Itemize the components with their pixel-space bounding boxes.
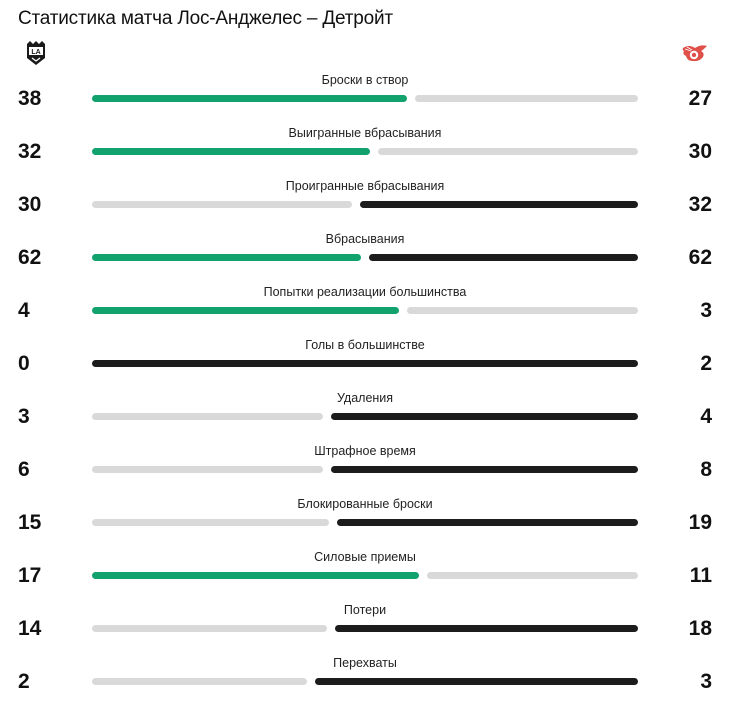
stat-label: Голы в большинстве: [305, 338, 425, 352]
away-value: 30: [688, 140, 712, 163]
stat-row: Силовые приемы 17 11: [0, 550, 730, 603]
away-bar-segment: [331, 466, 638, 473]
away-bar-segment: [360, 201, 638, 208]
stat-row: Попытки реализации большинства 4 3: [0, 285, 730, 338]
comparison-bar: [92, 413, 638, 420]
stat-row: Вбрасывания 62 62: [0, 232, 730, 285]
away-bar-segment: [378, 148, 638, 155]
away-value: 27: [688, 87, 712, 110]
away-bar-segment: [335, 625, 638, 632]
stat-label: Силовые приемы: [314, 550, 416, 564]
home-value: 15: [18, 511, 42, 534]
stat-row: Броски в створ 38 27: [0, 73, 730, 126]
home-value: 0: [18, 352, 30, 375]
away-value: 2: [700, 352, 712, 375]
away-bar-segment: [407, 307, 638, 314]
stat-label: Проигранные вбрасывания: [285, 179, 445, 193]
away-bar-segment: [337, 519, 638, 526]
comparison-bar: [92, 360, 638, 367]
away-bar-segment: [92, 360, 638, 367]
comparison-bar: [92, 148, 638, 155]
away-value: 11: [689, 564, 712, 587]
away-bar-segment: [427, 572, 638, 579]
comparison-bar: [92, 519, 638, 526]
comparison-bar: [92, 95, 638, 102]
away-value: 3: [700, 670, 712, 693]
stat-label: Броски в створ: [321, 73, 409, 87]
home-value: 2: [18, 670, 30, 693]
comparison-bar: [92, 307, 638, 314]
comparison-bar: [92, 254, 638, 261]
home-bar-segment: [92, 95, 407, 102]
away-bar-segment: [415, 95, 638, 102]
away-value: 18: [688, 617, 712, 640]
home-value: 14: [18, 617, 42, 640]
stat-row: Проигранные вбрасывания 30 32: [0, 179, 730, 232]
logo-text: LA: [31, 49, 40, 56]
away-bar-segment: [331, 413, 638, 420]
away-value: 62: [688, 246, 712, 269]
la-kings-logo-icon: LA: [24, 40, 48, 66]
stat-row: Голы в большинстве 0 2: [0, 338, 730, 391]
comparison-bar: [92, 678, 638, 685]
home-bar-segment: [92, 466, 323, 473]
away-value: 3: [700, 299, 712, 322]
comparison-bar: [92, 572, 638, 579]
away-value: 8: [700, 458, 712, 481]
stat-label: Штрафное время: [314, 444, 416, 458]
stat-label: Попытки реализации большинства: [263, 285, 467, 299]
home-value: 62: [18, 246, 42, 269]
stat-row: Потери 14 18: [0, 603, 730, 656]
home-value: 32: [18, 140, 42, 163]
stat-label: Удаления: [336, 391, 394, 405]
home-bar-segment: [92, 678, 307, 685]
stat-row: Удаления 3 4: [0, 391, 730, 444]
stat-label: Вбрасывания: [325, 232, 405, 246]
stat-row: Перехваты 2 3: [0, 656, 730, 709]
home-value: 30: [18, 193, 42, 216]
red-wings-logo-icon: [681, 42, 709, 64]
comparison-bar: [92, 466, 638, 473]
home-value: 17: [18, 564, 42, 587]
home-bar-segment: [92, 625, 327, 632]
stat-row: Штрафное время 6 8: [0, 444, 730, 497]
away-value: 32: [688, 193, 712, 216]
away-bar-segment: [315, 678, 638, 685]
home-value: 6: [18, 458, 30, 481]
away-value: 4: [700, 405, 712, 428]
stat-label: Потери: [343, 603, 387, 617]
home-bar-segment: [92, 572, 419, 579]
stat-label: Выигранные вбрасывания: [288, 126, 442, 140]
stat-label: Перехваты: [333, 656, 397, 670]
home-value: 3: [18, 405, 30, 428]
home-bar-segment: [92, 413, 323, 420]
comparison-bar: [92, 201, 638, 208]
home-bar-segment: [92, 201, 352, 208]
away-value: 19: [688, 511, 712, 534]
stat-label: Блокированные броски: [297, 497, 433, 511]
home-value: 38: [18, 87, 42, 110]
stat-row: Блокированные броски 15 19: [0, 497, 730, 550]
home-value: 4: [18, 299, 30, 322]
stat-row: Выигранные вбрасывания 32 30: [0, 126, 730, 179]
away-bar-segment: [369, 254, 638, 261]
home-bar-segment: [92, 254, 361, 261]
comparison-bar: [92, 625, 638, 632]
home-bar-segment: [92, 307, 399, 314]
page-title: Статистика матча Лос-Анджелес – Детройт: [18, 8, 393, 29]
home-bar-segment: [92, 148, 370, 155]
home-bar-segment: [92, 519, 329, 526]
